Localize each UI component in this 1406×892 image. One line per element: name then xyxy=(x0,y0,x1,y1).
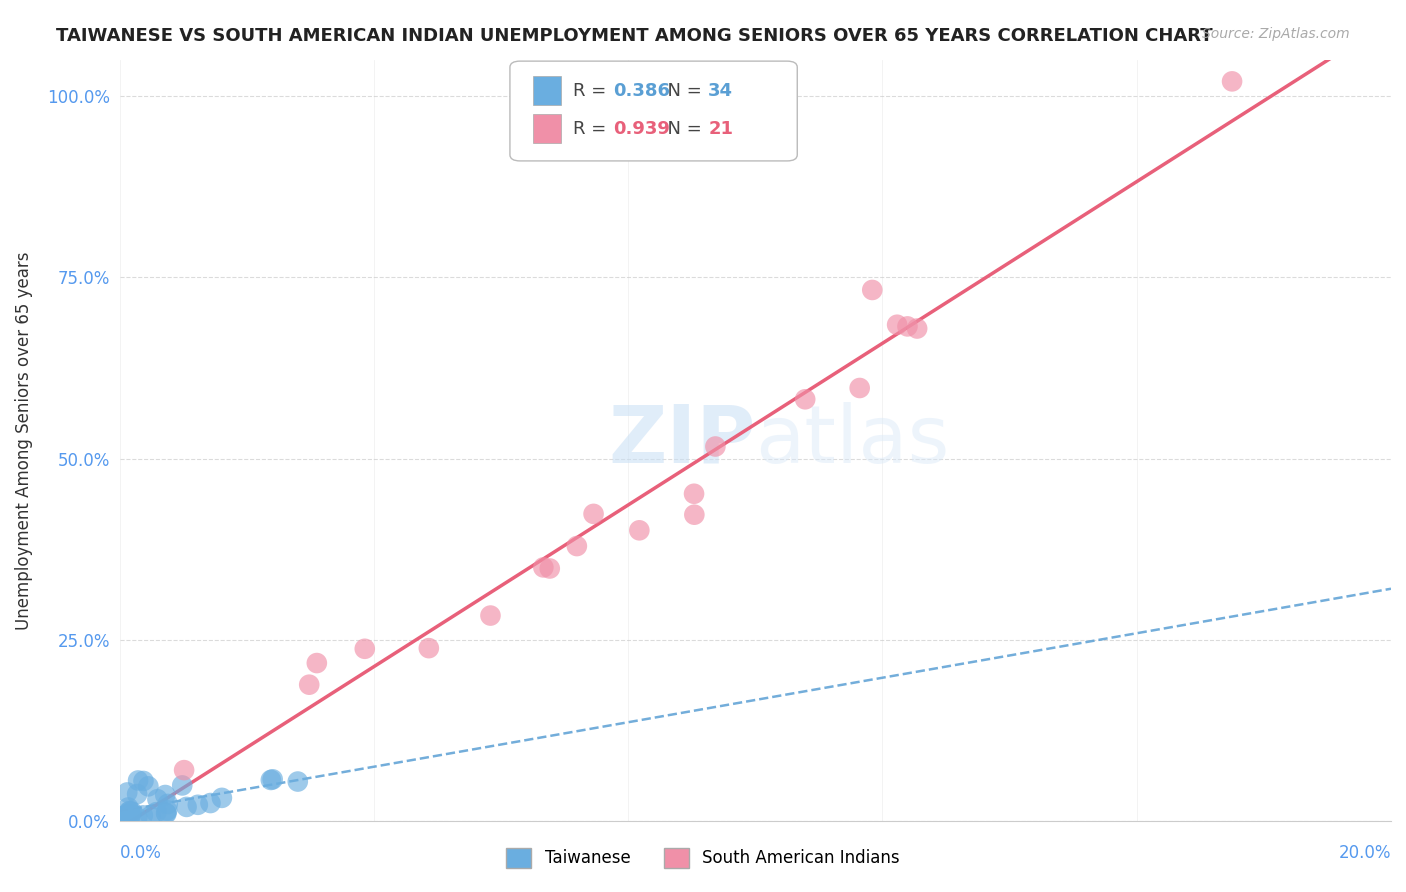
Point xyxy=(127,787,149,801)
Text: 0.386: 0.386 xyxy=(613,82,669,100)
Text: R =: R = xyxy=(574,120,613,138)
Text: N =: N = xyxy=(657,82,707,100)
Point xyxy=(155,805,177,820)
Point xyxy=(704,440,727,454)
Point xyxy=(683,487,706,501)
Text: N =: N = xyxy=(657,120,707,138)
Point xyxy=(111,813,134,827)
Point xyxy=(628,524,651,538)
Text: 0.0%: 0.0% xyxy=(120,844,162,862)
Point xyxy=(305,656,328,670)
Point xyxy=(418,641,440,656)
Point xyxy=(353,641,375,656)
Point xyxy=(127,773,149,788)
Point xyxy=(155,788,177,802)
Point xyxy=(145,805,167,820)
Point xyxy=(156,797,179,811)
Point xyxy=(886,318,908,332)
Point xyxy=(848,381,870,395)
Point xyxy=(905,321,928,335)
Point xyxy=(1220,74,1243,88)
Point xyxy=(683,508,706,522)
Y-axis label: Unemployment Among Seniors over 65 years: Unemployment Among Seniors over 65 years xyxy=(15,252,32,630)
Point xyxy=(132,774,155,789)
Point xyxy=(156,803,179,817)
Point xyxy=(155,806,177,821)
Point xyxy=(173,763,195,777)
Point xyxy=(298,678,321,692)
Legend: Taiwanese, South American Indians: Taiwanese, South American Indians xyxy=(499,841,907,875)
Point xyxy=(118,804,141,818)
Point xyxy=(565,539,588,553)
Point xyxy=(176,800,198,814)
Point xyxy=(794,392,817,407)
Point xyxy=(479,608,502,623)
Point xyxy=(538,561,561,575)
Point xyxy=(118,811,141,825)
Text: TAIWANESE VS SOUTH AMERICAN INDIAN UNEMPLOYMENT AMONG SENIORS OVER 65 YEARS CORR: TAIWANESE VS SOUTH AMERICAN INDIAN UNEMP… xyxy=(56,27,1213,45)
Point xyxy=(260,772,283,787)
FancyBboxPatch shape xyxy=(533,114,561,144)
Text: 34: 34 xyxy=(709,82,734,100)
Point xyxy=(121,805,143,819)
Point xyxy=(187,797,209,812)
Point xyxy=(139,809,162,823)
Point xyxy=(117,806,139,821)
Text: 0.939: 0.939 xyxy=(613,120,669,138)
Point xyxy=(120,807,142,822)
Point xyxy=(860,283,883,297)
Point xyxy=(896,319,918,334)
Point xyxy=(117,785,139,799)
Text: atlas: atlas xyxy=(755,401,949,480)
Text: R =: R = xyxy=(574,82,613,100)
Point xyxy=(262,772,284,787)
Point xyxy=(287,774,309,789)
FancyBboxPatch shape xyxy=(533,77,561,105)
Point xyxy=(117,800,139,814)
Point xyxy=(211,790,233,805)
Point xyxy=(531,560,554,574)
Text: Source: ZipAtlas.com: Source: ZipAtlas.com xyxy=(1202,27,1350,41)
Point xyxy=(112,812,135,826)
Point xyxy=(118,805,141,819)
Text: 21: 21 xyxy=(709,120,734,138)
Point xyxy=(138,780,160,794)
Point xyxy=(111,809,134,823)
FancyBboxPatch shape xyxy=(510,62,797,161)
Point xyxy=(132,808,155,822)
Point xyxy=(110,811,132,825)
Point xyxy=(127,811,149,825)
Text: 20.0%: 20.0% xyxy=(1339,844,1391,862)
Text: ZIP: ZIP xyxy=(607,401,755,480)
Point xyxy=(582,507,605,521)
Point xyxy=(146,792,169,806)
Point xyxy=(172,779,194,793)
Point xyxy=(200,796,222,810)
